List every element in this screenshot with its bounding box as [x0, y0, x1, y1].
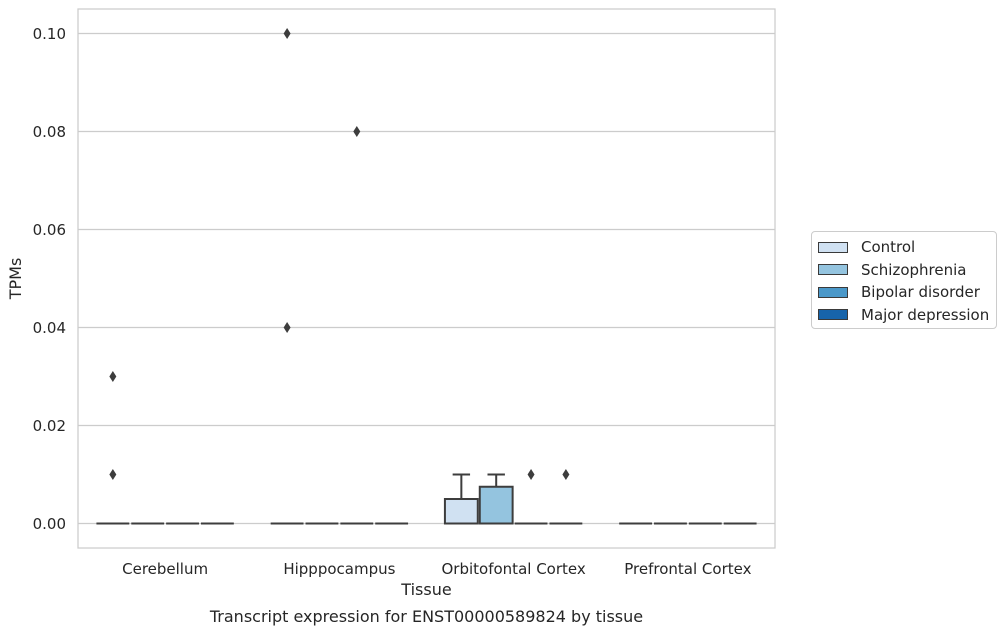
legend-swatch: [818, 264, 848, 276]
legend-swatch: [818, 241, 848, 253]
outlier-point: [527, 469, 535, 480]
outlier-point: [353, 126, 361, 137]
box-schizophrenia: [478, 473, 514, 525]
box-bipolar-disorder: [514, 469, 548, 525]
legend-swatch: [818, 286, 848, 298]
outlier-point: [562, 469, 570, 480]
outlier-point: [283, 322, 291, 333]
legend-item: Control: [812, 236, 996, 259]
y-axis-label: TPMs: [6, 258, 25, 301]
legend: Control Schizophrenia Bipolar disorder Majo…: [811, 231, 997, 329]
y-tick-label: 0.06: [33, 221, 66, 239]
legend-label: Schizophrenia: [861, 260, 967, 279]
outlier-point: [283, 28, 291, 39]
box-control: [96, 371, 130, 525]
boxes: [96, 28, 757, 525]
plot-area: [78, 9, 775, 548]
box-major-depression: [549, 469, 583, 525]
y-tick-label: 0.04: [33, 319, 66, 337]
box-body: [478, 485, 514, 525]
legend-item: Bipolar disorder: [812, 281, 996, 304]
legend-label: Control: [861, 238, 916, 257]
x-tick-label: Orbitofontal Cortex: [442, 560, 586, 578]
outlier-point: [109, 371, 117, 382]
legend-swatch: [818, 309, 848, 321]
x-tick-label: Prefrontal Cortex: [624, 560, 751, 578]
legend-item: Schizophrenia: [812, 259, 996, 282]
box-body: [443, 498, 479, 525]
box-control: [443, 473, 479, 525]
legend-label: Major depression: [861, 305, 990, 324]
y-tick-label: 0.10: [33, 25, 66, 43]
y-tick-label: 0.08: [33, 123, 66, 141]
y-tick-label: 0.00: [33, 515, 66, 533]
box-bipolar-disorder: [340, 126, 374, 525]
legend-item: Major depression: [812, 304, 996, 327]
x-tick-label: Hipppocampus: [283, 560, 395, 578]
chart-caption: Transcript expression for ENST0000058982…: [209, 607, 643, 626]
box-control: [270, 28, 304, 525]
y-tick-labels: 0.00 0.02 0.04 0.06 0.08 0.10: [33, 25, 66, 533]
y-tick-label: 0.02: [33, 417, 66, 435]
x-tick-labels: Cerebellum Hipppocampus Orbitofontal Corte…: [122, 560, 751, 578]
x-axis-label: Tissue: [400, 580, 451, 599]
outlier-point: [109, 469, 117, 480]
plot-frame: [77, 8, 776, 549]
x-tick-label: Cerebellum: [122, 560, 208, 578]
legend-label: Bipolar disorder: [861, 283, 980, 302]
